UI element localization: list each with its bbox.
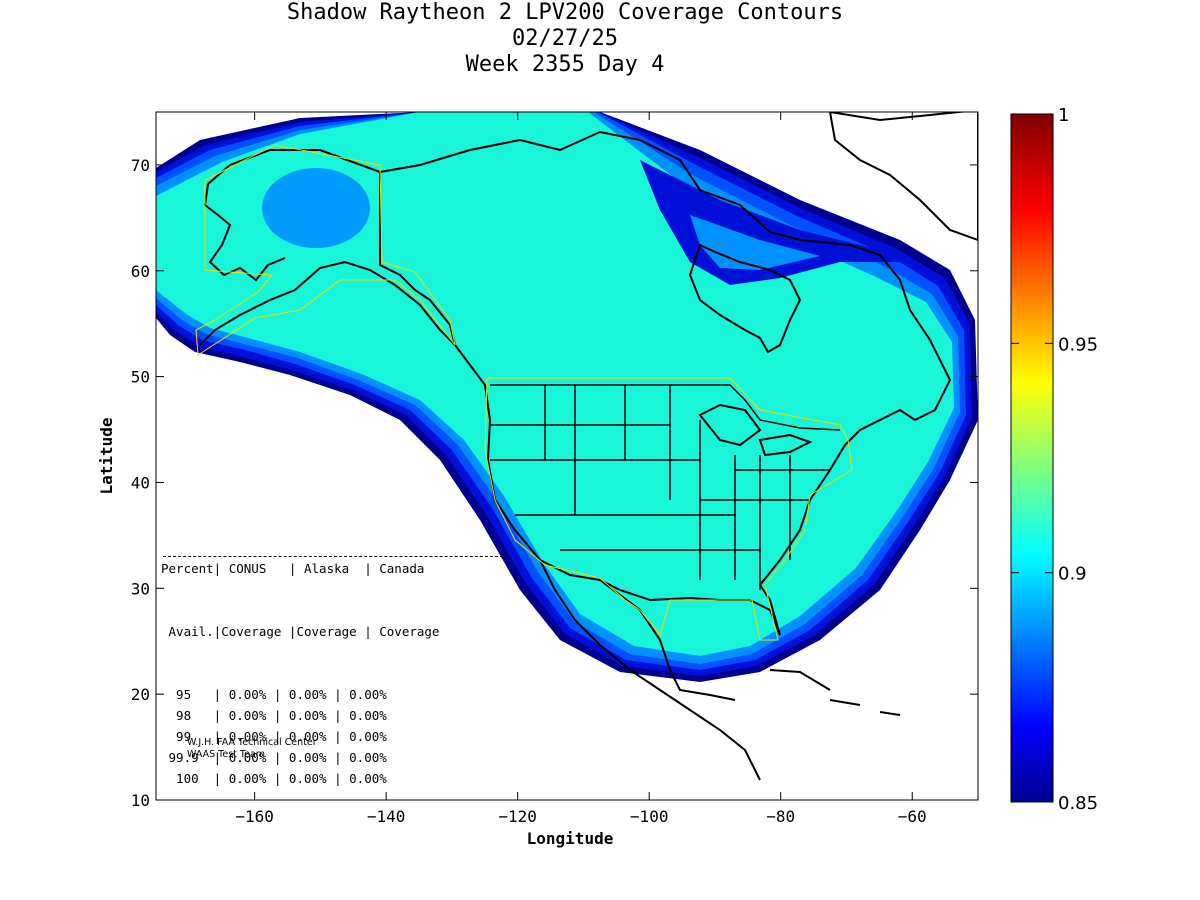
hudson-bay-coast bbox=[688, 243, 802, 354]
x-tick-label: −60 bbox=[898, 807, 927, 826]
stats-row: 98 | 0.00% | 0.00% | 0.00% bbox=[161, 708, 387, 723]
y-tick-label: 50 bbox=[131, 368, 150, 387]
state-lines-horizontal bbox=[490, 424, 830, 551]
stats-row: 100 | 0.00% | 0.00% | 0.00% bbox=[161, 771, 387, 786]
credit-line-2: WAAS Test Team bbox=[187, 749, 266, 760]
colorbar-tick-label: 1 bbox=[1058, 105, 1069, 126]
y-axis-ticks: 10 20 30 40 50 60 70 bbox=[131, 156, 978, 810]
stats-row: 95 | 0.00% | 0.00% | 0.00% bbox=[161, 687, 387, 702]
stats-header-row-1: Percent| CONUS | Alaska | Canada bbox=[161, 561, 425, 576]
chart-title-block: Shadow Raytheon 2 LPV200 Coverage Contou… bbox=[150, 0, 980, 78]
x-axis-ticks: −160 −140 −120 −100 −80 −60 bbox=[235, 112, 927, 826]
y-tick-label: 20 bbox=[131, 685, 150, 704]
x-tick-label: −140 bbox=[367, 807, 406, 826]
x-tick-label: −160 bbox=[235, 807, 274, 826]
y-tick-label: 10 bbox=[131, 791, 150, 810]
stats-divider bbox=[163, 556, 503, 557]
us-canada-border bbox=[490, 384, 841, 431]
colorbar-ticks: 0.85 0.9 0.95 1 bbox=[1011, 105, 1098, 814]
service-area-outlines bbox=[195, 144, 853, 641]
colorbar-tick-label: 0.95 bbox=[1058, 334, 1098, 355]
stats-row: 99 | 0.00% | 0.00% | 0.00% bbox=[161, 729, 387, 744]
hudson-low-coverage-band bbox=[640, 160, 900, 285]
stats-rows: 95 | 0.00% | 0.00% | 0.00% 98 | 0.00% | … bbox=[161, 684, 439, 789]
canada-north-coast bbox=[379, 130, 952, 421]
colorbar-tick-label: 0.85 bbox=[1058, 793, 1098, 814]
mexico-coast bbox=[539, 559, 761, 781]
stats-row: 99.9 | 0.00% | 0.00% | 0.00% bbox=[161, 750, 387, 765]
caribbean-islands bbox=[769, 669, 901, 716]
chart-date: 02/27/25 bbox=[512, 26, 618, 51]
alaska-outline bbox=[195, 144, 456, 356]
chart-week-day: Week 2355 Day 4 bbox=[465, 52, 665, 77]
credit-line-1: W.J.H. FAA Technical Center bbox=[187, 737, 317, 748]
x-tick-label: −80 bbox=[766, 807, 795, 826]
colorbar bbox=[1010, 113, 1054, 803]
y-axis-label: Latitude bbox=[97, 417, 116, 494]
hudson-low-coverage-inner bbox=[690, 215, 820, 270]
alaska-coastline bbox=[199, 149, 457, 349]
greenland-coast bbox=[828, 112, 978, 242]
credit-block: W.J.H. FAA Technical Center WAAS Test Te… bbox=[187, 737, 317, 761]
x-tick-label: −120 bbox=[498, 807, 537, 826]
plot-frame bbox=[155, 111, 979, 801]
x-axis-label: Longitude bbox=[527, 829, 614, 848]
alaska-low-coverage-inner bbox=[294, 171, 362, 239]
y-tick-label: 40 bbox=[131, 473, 150, 492]
x-tick-label: −100 bbox=[630, 807, 669, 826]
coverage-field bbox=[156, 112, 978, 682]
y-tick-label: 30 bbox=[131, 579, 150, 598]
conus-outline bbox=[484, 377, 853, 641]
stats-header-row-2: Avail.|Coverage |Coverage | Coverage bbox=[161, 624, 440, 639]
chart-title: Shadow Raytheon 2 LPV200 Coverage Contou… bbox=[286, 0, 844, 25]
y-tick-label: 60 bbox=[131, 262, 150, 281]
colorbar-tick-label: 0.9 bbox=[1058, 564, 1087, 585]
y-tick-label: 70 bbox=[131, 156, 150, 175]
great-lakes bbox=[698, 403, 813, 457]
coverage-stats-table: Percent| CONUS | Alaska | Canada Avail.|… bbox=[161, 516, 439, 810]
us-state-borders bbox=[490, 384, 841, 590]
